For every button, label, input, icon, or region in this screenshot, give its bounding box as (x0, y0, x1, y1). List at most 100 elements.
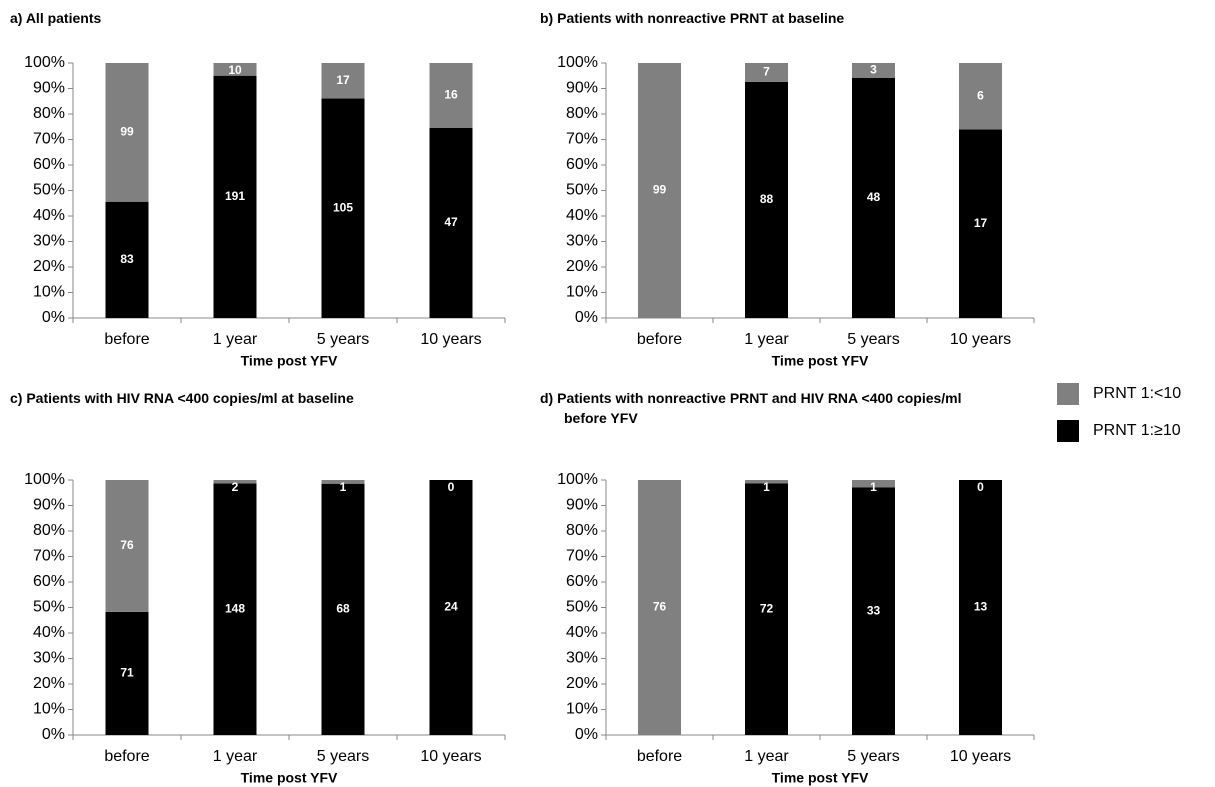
y-tick-label: 70% (566, 548, 598, 565)
y-tick-label: 0% (575, 309, 598, 326)
y-tick-label: 0% (42, 309, 65, 326)
y-tick-label: 10% (566, 284, 598, 301)
bar-segment (213, 63, 257, 76)
data-label: 105 (333, 200, 353, 214)
y-tick-label: 30% (566, 233, 598, 250)
data-label: 17 (336, 73, 350, 87)
x-tick-label: 10 years (420, 748, 481, 765)
y-tick-label: 60% (33, 573, 65, 590)
x-tick-label: 5 years (317, 331, 369, 348)
bar-segment (105, 611, 149, 735)
y-tick-label: 20% (566, 675, 598, 692)
legend-swatch (1057, 420, 1079, 442)
bar-segment (321, 480, 365, 484)
x-tick-label: before (104, 748, 149, 765)
y-tick-label: 80% (566, 522, 598, 539)
data-label: 76 (120, 538, 134, 552)
y-tick-label: 100% (24, 471, 65, 488)
x-tick-label: 5 years (317, 748, 369, 765)
bar-segment (429, 63, 473, 128)
x-tick-label: before (637, 331, 682, 348)
x-axis-title: Time post YFV (241, 770, 338, 786)
panel-title: b) Patients with nonreactive PRNT at bas… (540, 10, 845, 26)
data-label: 17 (974, 216, 988, 230)
data-label: 3 (870, 63, 877, 77)
data-label: 148 (225, 601, 245, 615)
y-tick-label: 90% (566, 80, 598, 97)
y-tick-label: 10% (33, 284, 65, 301)
y-tick-label: 60% (566, 156, 598, 173)
bar-segment (105, 201, 149, 318)
data-label: 0 (448, 480, 455, 494)
bar-segment (321, 98, 365, 319)
y-tick-label: 100% (24, 54, 65, 71)
bar-segment (745, 483, 788, 735)
y-tick-label: 100% (557, 54, 598, 71)
x-tick-label: 1 year (744, 331, 789, 348)
data-label: 7 (763, 65, 770, 79)
x-axis-title: Time post YFV (772, 770, 869, 786)
y-tick-label: 40% (33, 624, 65, 641)
bar-segment (105, 480, 149, 612)
data-label: 24 (444, 600, 458, 614)
bar-segment (429, 480, 473, 735)
x-tick-label: 1 year (744, 748, 789, 765)
y-tick-label: 100% (557, 471, 598, 488)
x-tick-label: 5 years (847, 331, 899, 348)
y-tick-label: 60% (33, 156, 65, 173)
bar-segment (429, 127, 473, 318)
bar-segment (852, 78, 895, 318)
y-tick-label: 90% (33, 497, 65, 514)
x-tick-label: before (104, 331, 149, 348)
x-tick-label: before (637, 748, 682, 765)
y-tick-label: 70% (33, 131, 65, 148)
bar-segment (852, 480, 895, 488)
bar-segment (745, 480, 788, 484)
data-label: 33 (867, 603, 881, 617)
legend-label: PRNT 1:<10 (1093, 385, 1181, 402)
data-label: 1 (763, 480, 770, 494)
x-tick-label: 10 years (950, 748, 1011, 765)
x-tick-label: 10 years (950, 331, 1011, 348)
panel-title: c) Patients with HIV RNA <400 copies/ml … (10, 390, 354, 406)
data-label: 16 (444, 88, 458, 102)
y-tick-label: 20% (33, 675, 65, 692)
x-tick-label: 1 year (213, 331, 258, 348)
bar-segment (959, 129, 1002, 318)
data-label: 13 (974, 600, 988, 614)
data-label: 2 (232, 480, 239, 494)
data-label: 99 (653, 183, 667, 197)
data-label: 71 (120, 666, 134, 680)
data-label: 1 (870, 480, 877, 494)
bar-segment (213, 75, 257, 318)
x-axis-title: Time post YFV (772, 353, 869, 369)
y-tick-label: 50% (33, 182, 65, 199)
data-label: 72 (760, 601, 774, 615)
y-tick-label: 30% (33, 650, 65, 667)
y-tick-label: 40% (33, 207, 65, 224)
y-tick-label: 60% (566, 573, 598, 590)
y-tick-label: 90% (33, 80, 65, 97)
y-tick-label: 0% (575, 726, 598, 743)
data-label: 83 (120, 252, 134, 266)
y-tick-label: 50% (566, 182, 598, 199)
bar-segment (213, 483, 257, 735)
y-tick-label: 10% (33, 701, 65, 718)
legend-label: PRNT 1:≥10 (1093, 422, 1181, 439)
y-tick-label: 50% (566, 599, 598, 616)
y-tick-label: 40% (566, 624, 598, 641)
bar-segment (638, 480, 681, 735)
y-tick-label: 80% (33, 522, 65, 539)
panel-title: d) Patients with nonreactive PRNT and HI… (540, 390, 962, 426)
y-tick-label: 90% (566, 497, 598, 514)
legend-swatch (1057, 383, 1079, 405)
bar-segment (638, 63, 681, 318)
bar-segment (745, 81, 788, 318)
bar-segment (105, 63, 149, 202)
x-tick-label: 5 years (847, 748, 899, 765)
y-tick-label: 70% (33, 548, 65, 565)
data-label: 48 (867, 190, 881, 204)
y-tick-label: 0% (42, 726, 65, 743)
data-label: 10 (228, 63, 242, 77)
